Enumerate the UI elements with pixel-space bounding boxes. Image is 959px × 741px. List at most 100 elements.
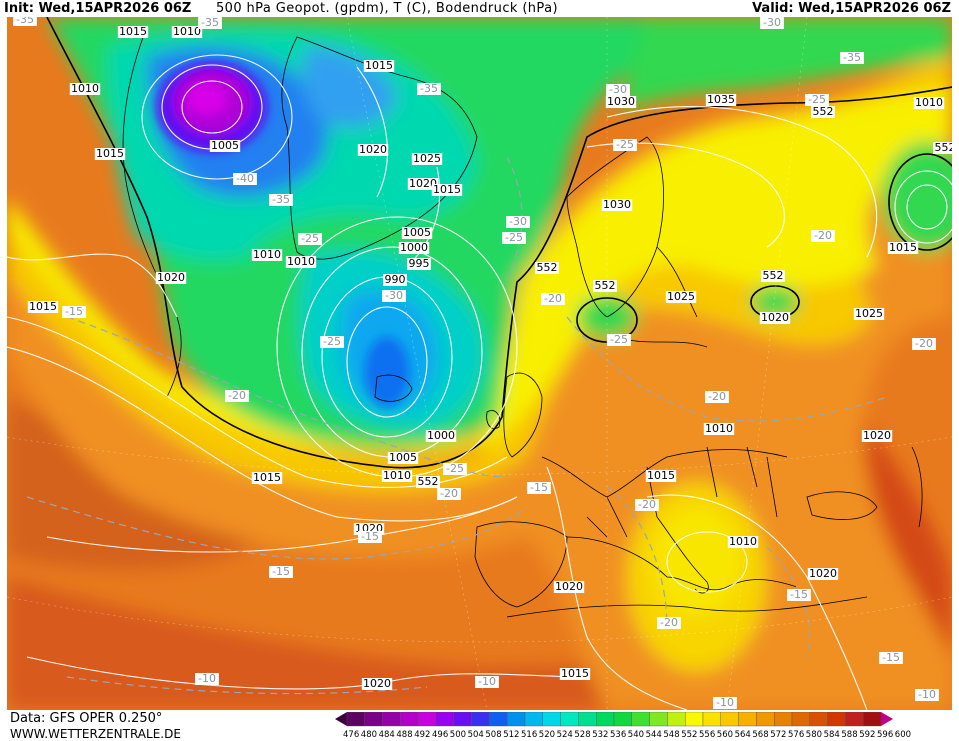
colorbar-swatch xyxy=(453,711,472,727)
isobar-label-box xyxy=(807,568,839,580)
temperature-label-box xyxy=(195,673,219,685)
isobar-label: 1020 xyxy=(555,580,583,593)
init-time: Init: Wed,15APR2026 06Z xyxy=(4,1,192,16)
colorbar-swatch xyxy=(845,711,864,727)
temperature-label: -25 xyxy=(323,335,341,348)
colorbar-tick-label: 556 xyxy=(699,730,716,740)
isobar-label: 1025 xyxy=(413,152,441,165)
colorbar-swatch xyxy=(364,711,383,727)
temperature-label: -20 xyxy=(814,229,832,242)
colorbar-tick-label: 540 xyxy=(627,730,645,740)
isobar-label-box xyxy=(155,272,187,284)
temperature-label: -35 xyxy=(201,17,219,29)
geopotential-552-label: 552 xyxy=(595,279,616,292)
isobar-label-box xyxy=(887,242,919,254)
temperature-label-box xyxy=(437,488,461,500)
temperature-label: -35 xyxy=(420,82,438,95)
temperature-label-box xyxy=(13,17,37,26)
temperature-label-box xyxy=(502,232,526,244)
isobar-label: 1015 xyxy=(647,469,675,482)
temperature-label-box xyxy=(298,233,322,245)
temperature-label: -15 xyxy=(882,651,900,664)
colorbar-swatch xyxy=(631,711,650,727)
colorbar-swatch xyxy=(667,711,686,727)
colorbar-swatch xyxy=(489,711,508,727)
colorbar-tick-label: 552 xyxy=(681,730,698,740)
temperature-label-box xyxy=(358,531,382,543)
colorbar-tick-label: 588 xyxy=(841,730,858,740)
colorbar-tick-label: 572 xyxy=(770,730,787,740)
temperature-label-box xyxy=(269,566,293,578)
isobar-label-box xyxy=(853,308,885,320)
isobar-label-box xyxy=(357,144,389,156)
temperature-label-box xyxy=(705,391,729,403)
isobar-label-box xyxy=(553,581,585,593)
isobar-label: 1020 xyxy=(359,143,387,156)
colorbar-swatch xyxy=(720,711,739,727)
isobar-label-box xyxy=(285,256,317,268)
isobar-label-box xyxy=(727,536,759,548)
colorbar-tick-label: 600 xyxy=(894,730,912,740)
temperature-label-box xyxy=(811,230,835,242)
colorbar-swatch xyxy=(382,711,401,727)
temperature-label-box xyxy=(613,139,637,151)
colorbar-tick-label: 576 xyxy=(788,730,805,740)
isobar-label: 1020 xyxy=(363,677,391,690)
isobar-label: 1030 xyxy=(603,198,631,211)
isobar-label: 1020 xyxy=(863,429,891,442)
temperature-label: -15 xyxy=(530,481,548,494)
isobar-label: 1025 xyxy=(667,290,695,303)
temperature-labels: -35 -35 -30 -35 -40 -35 -25 -30 -25 -35 -30 -25 -25 -… xyxy=(13,17,939,709)
temperature-label: -25 xyxy=(446,462,464,475)
geopotential-552-label: 552 xyxy=(537,261,558,274)
isobar-label: 1020 xyxy=(809,567,837,580)
isobar-label-box xyxy=(759,312,791,324)
temperature-label: -10 xyxy=(918,688,936,701)
temperature-label: -20 xyxy=(544,292,562,305)
isobar-label: 1030 xyxy=(607,95,635,108)
temperature-label: -10 xyxy=(478,675,496,688)
temperature-label: -35 xyxy=(16,17,34,26)
isobar-label: 1010 xyxy=(253,248,281,261)
colorbar-tick-label: 592 xyxy=(859,730,876,740)
isobar-label-box xyxy=(209,140,241,152)
temperature-label-box xyxy=(840,52,864,64)
isobar-label: 1005 xyxy=(403,226,431,239)
isobar-label: 1035 xyxy=(707,93,735,106)
isobar-label: 1010 xyxy=(705,422,733,435)
isobar-label-box xyxy=(117,26,149,38)
temperature-label-box xyxy=(657,617,681,629)
isobar-label: 1010 xyxy=(71,82,99,95)
isobar-label: 1010 xyxy=(729,535,757,548)
isobar-label: 1010 xyxy=(383,469,411,482)
valid-time: Valid: Wed,15APR2026 06Z xyxy=(752,1,951,16)
map-footer: Data: GFS OPER 0.250° WWW.WETTERZENTRALE… xyxy=(0,710,959,741)
temperature-label-box xyxy=(805,94,829,106)
colorbar-swatch xyxy=(649,711,668,727)
isobar-label: 1025 xyxy=(855,307,883,320)
isobar-label-box xyxy=(605,96,637,108)
data-source: Data: GFS OPER 0.250° xyxy=(10,711,163,726)
isobar-label: 1015 xyxy=(96,147,124,160)
isobar-label-box xyxy=(703,423,735,435)
isobar-label-box xyxy=(645,470,677,482)
colorbar-swatch xyxy=(560,711,579,727)
colorbar-tick-label: 488 xyxy=(396,730,413,740)
colorbar-tick-label: 484 xyxy=(378,730,395,740)
coastlines xyxy=(122,26,923,618)
colorbar-high-arrow xyxy=(881,712,893,726)
color-legend: 476 480 484 488 492 496 500 504 508 512 516 520 524 5… xyxy=(335,711,955,740)
colorbar-swatch xyxy=(596,711,615,727)
temperature-label: -25 xyxy=(808,93,826,106)
colorbar-low-arrow xyxy=(335,712,347,726)
colorbar-swatch xyxy=(809,711,828,727)
isobar-label-box xyxy=(387,452,419,464)
isobar-label-box xyxy=(27,301,59,313)
colorbar-tick-label: 504 xyxy=(467,730,484,740)
geopotential-552-label: 552 xyxy=(763,269,784,282)
isobar-label-box xyxy=(251,472,283,484)
temperature-label: -25 xyxy=(616,138,634,151)
isobar-label: 1010 xyxy=(287,255,315,268)
colorbar-swatch xyxy=(471,711,490,727)
colorbar-tick-label: 512 xyxy=(503,730,520,740)
